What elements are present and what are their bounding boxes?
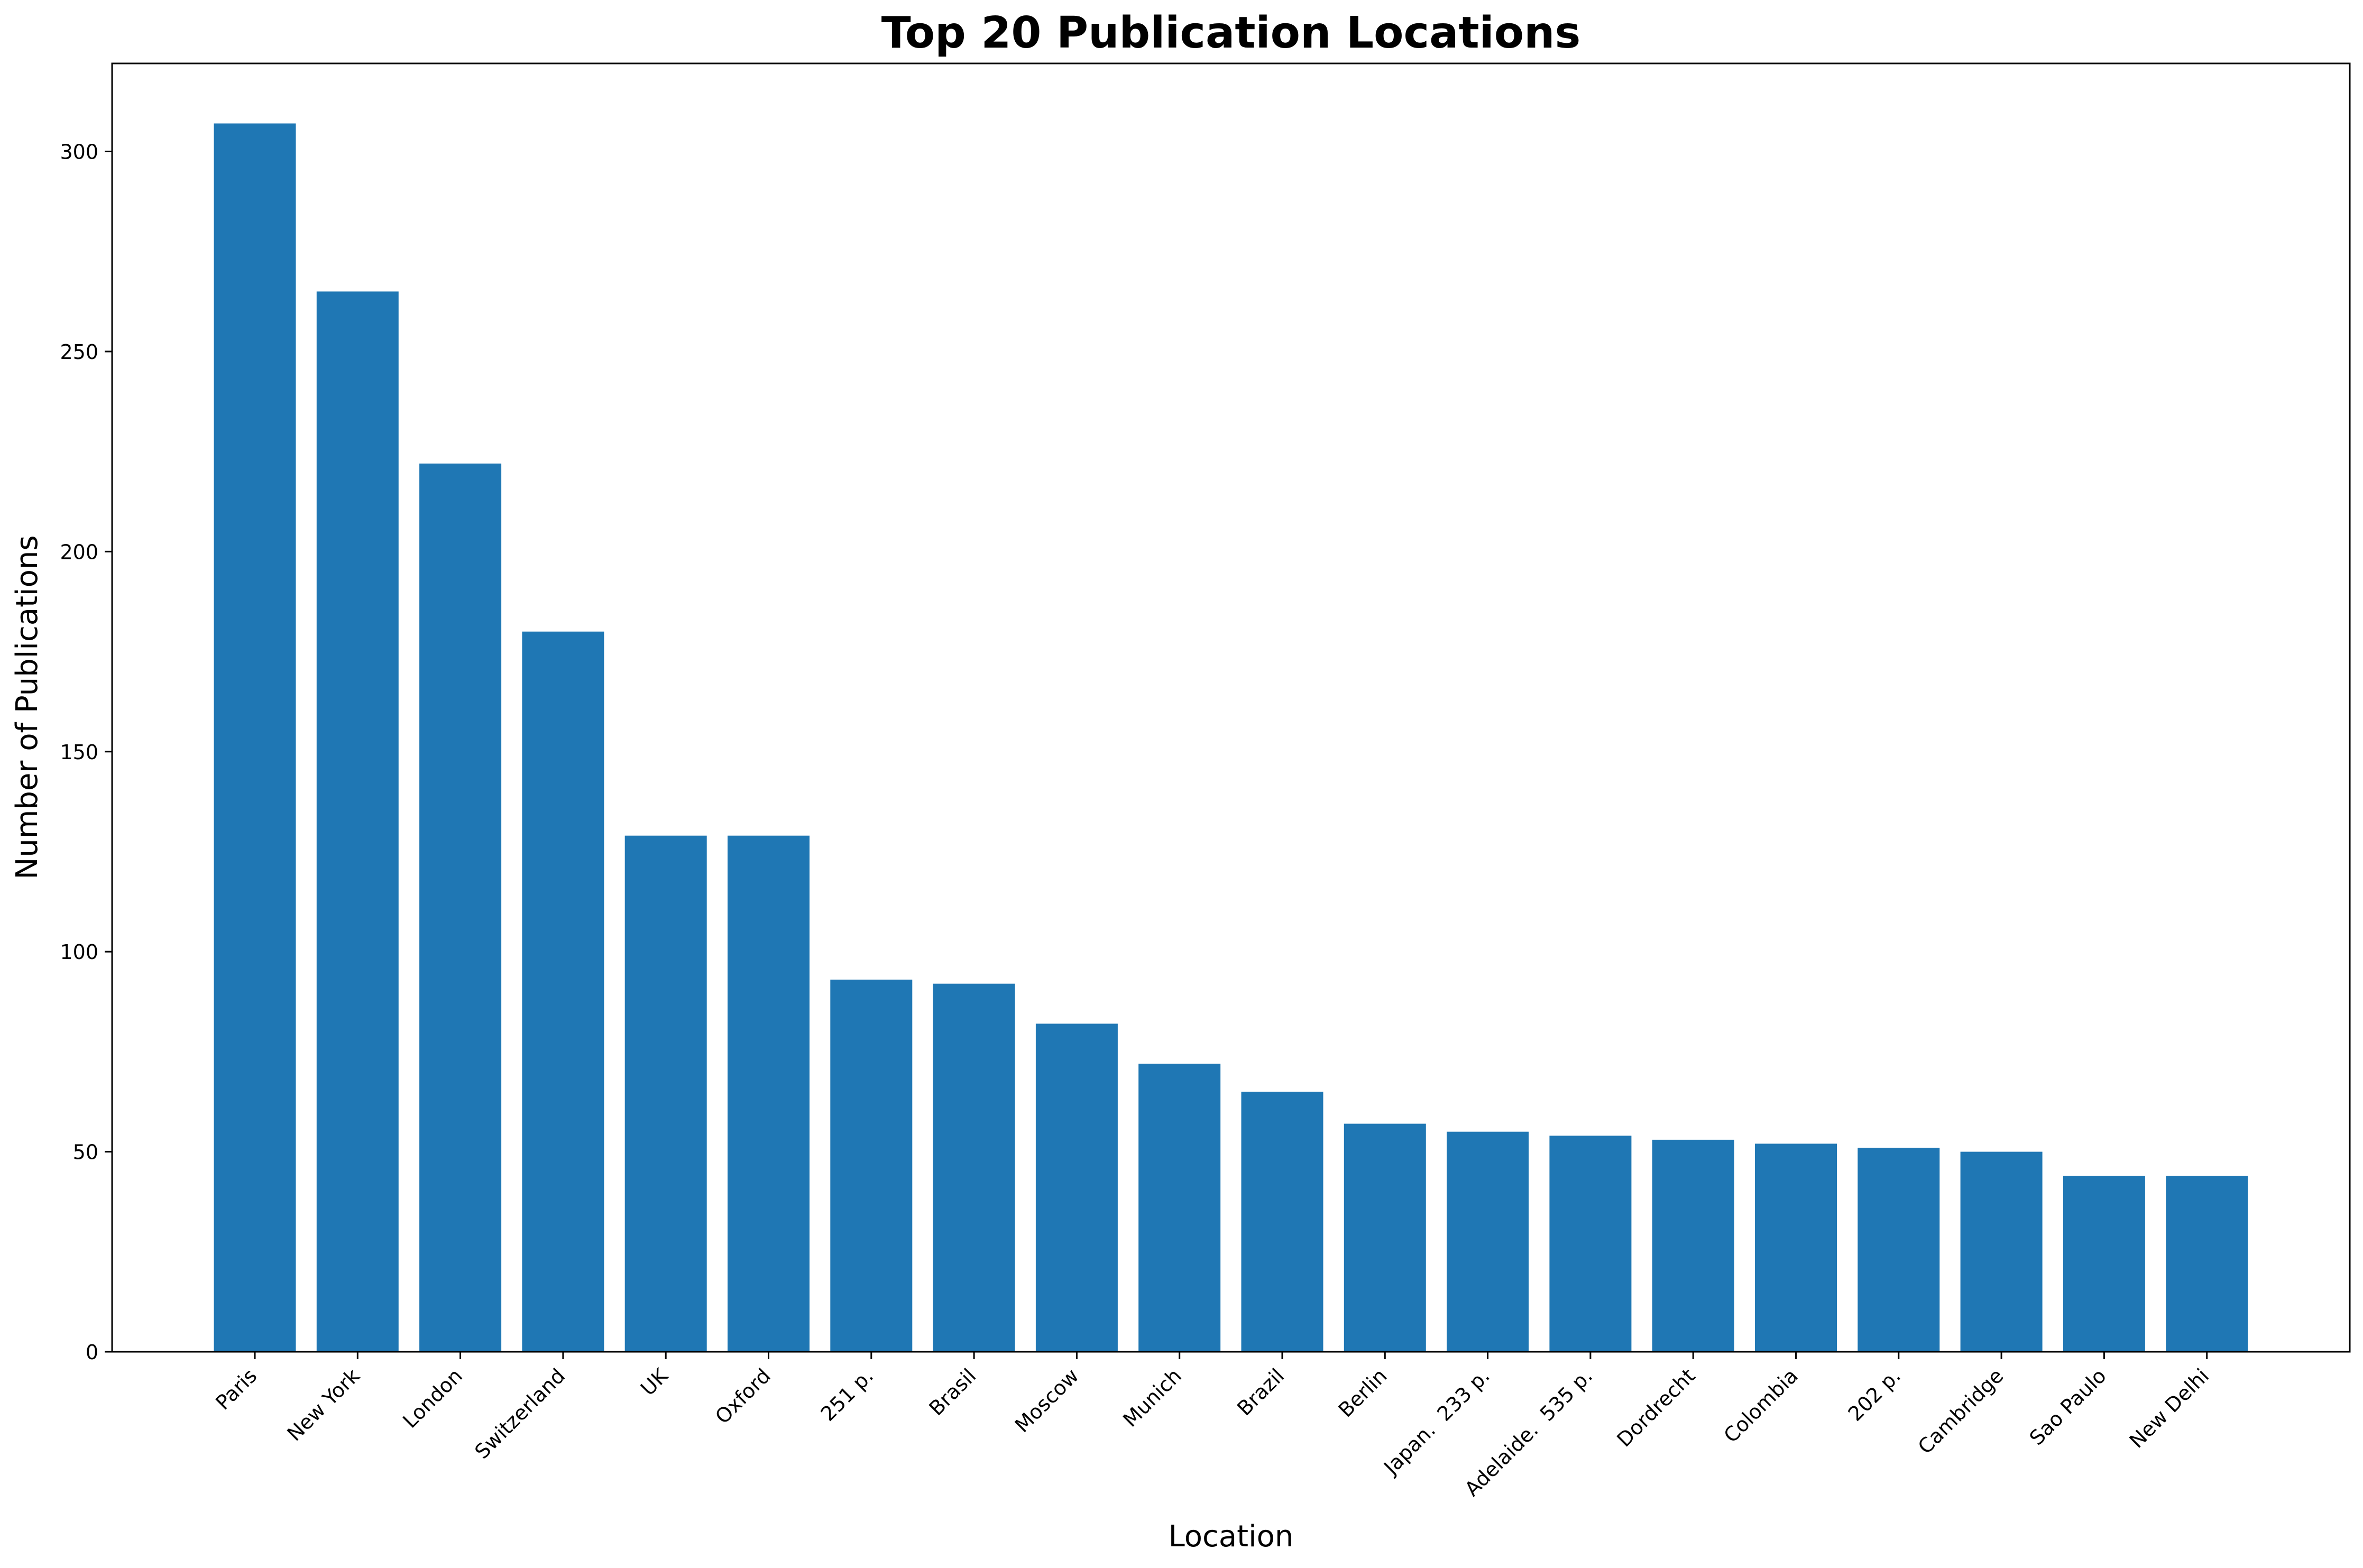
- x-tick-label: Colombia: [1719, 1364, 1802, 1447]
- y-tick-label: 100: [60, 940, 98, 964]
- bar: [2063, 1176, 2145, 1352]
- bar: [1755, 1143, 1837, 1352]
- x-tick-label: Sao Paulo: [2025, 1364, 2111, 1450]
- bar: [1035, 1023, 1118, 1352]
- x-tick-label: 202 p.: [1844, 1364, 1906, 1426]
- bar: [316, 291, 399, 1352]
- bar: [1960, 1151, 2043, 1352]
- bars-group: [214, 123, 2248, 1352]
- x-tick-label: Paris: [211, 1364, 261, 1414]
- bar: [419, 463, 502, 1352]
- x-tick-label: Berlin: [1334, 1364, 1392, 1422]
- x-tick-label: New York: [283, 1364, 364, 1445]
- x-axis-label: Location: [1169, 1519, 1294, 1554]
- bar: [1241, 1092, 1323, 1352]
- y-tick-label: 250: [60, 340, 98, 364]
- y-tick-label: 50: [73, 1141, 98, 1164]
- bar: [1549, 1136, 1632, 1352]
- bar: [2166, 1176, 2248, 1352]
- x-tick-label: UK: [636, 1363, 673, 1400]
- plot-frame: [111, 62, 2351, 1353]
- x-tick-label: New Delhi: [2125, 1364, 2213, 1452]
- chart-title: Top 20 Publication Locations: [881, 8, 1581, 58]
- y-tick-label: 150: [60, 741, 98, 764]
- y-axis-label: Number of Publications: [10, 535, 44, 879]
- y-tick-label: 0: [86, 1341, 98, 1364]
- x-tick-label: Dordrecht: [1612, 1364, 1699, 1451]
- bar: [624, 835, 707, 1352]
- x-tick-label: Cambridge: [1914, 1364, 2008, 1459]
- x-tick-label: 251 p.: [816, 1364, 878, 1426]
- x-tick-label: Japan. 233 p.: [1378, 1364, 1494, 1480]
- x-tick-label: Switzerland: [470, 1364, 569, 1463]
- y-tick-label: 300: [60, 141, 98, 164]
- bar: [1138, 1064, 1221, 1352]
- y-axis-ticks: 0 50 100 150 200 250 300: [60, 141, 112, 1364]
- x-tick-label: Brasil: [924, 1364, 980, 1420]
- x-tick-label: Moscow: [1010, 1364, 1083, 1437]
- x-tick-label: Munich: [1118, 1364, 1186, 1432]
- x-tick-label: Brazil: [1233, 1364, 1289, 1420]
- bar: [1447, 1131, 1529, 1352]
- bar: [1652, 1139, 1734, 1352]
- x-tick-label: Oxford: [711, 1364, 775, 1428]
- bar: [830, 980, 913, 1352]
- bar: [1858, 1148, 1940, 1352]
- x-axis-ticks: Paris New York London Switzerland UK Oxford 25…: [211, 1352, 2213, 1501]
- y-tick-label: 200: [60, 540, 98, 564]
- bar: [728, 835, 810, 1352]
- x-tick-label: London: [398, 1364, 467, 1433]
- bar: [522, 631, 604, 1352]
- bar: [933, 983, 1015, 1352]
- bar: [1344, 1123, 1426, 1352]
- bar: [214, 123, 296, 1352]
